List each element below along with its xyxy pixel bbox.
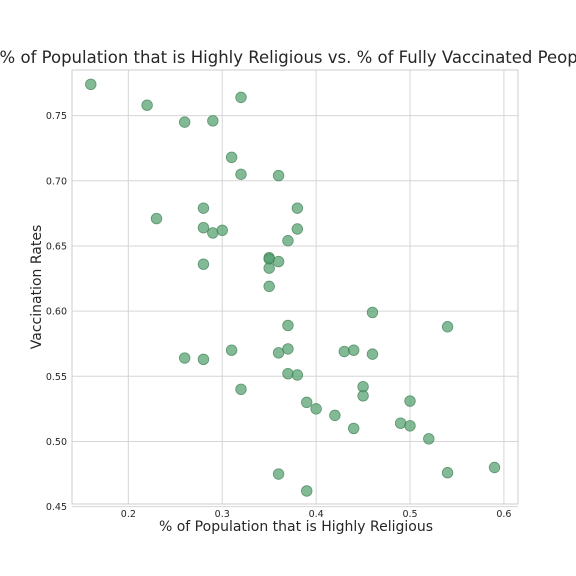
data-point: [347, 422, 360, 435]
data-point: [282, 319, 294, 332]
plot-area: 0.2 0.3 0.4 0.5 0.6 0.45 0.50 0.55 0.60 0.65 0.70 0…: [46, 69, 519, 520]
data-point: [366, 306, 379, 319]
y-tick-label: 0.75: [46, 111, 67, 122]
data-point: [357, 390, 369, 402]
data-point: [263, 280, 275, 293]
plot-background: [72, 70, 518, 504]
data-point: [282, 367, 294, 380]
data-point: [272, 169, 285, 182]
data-point: [178, 352, 191, 364]
data-point: [197, 221, 210, 234]
data-point: [404, 395, 416, 407]
data-point: [263, 262, 275, 274]
data-point: [329, 409, 341, 422]
data-point: [235, 168, 247, 180]
data-point: [301, 485, 313, 497]
data-point: [423, 433, 435, 445]
x-tick-label: 0.3: [215, 509, 230, 520]
data-point: [197, 353, 210, 366]
data-point: [310, 403, 322, 415]
y-tick-label: 0.60: [46, 307, 67, 318]
data-point: [150, 212, 163, 225]
data-point: [207, 227, 219, 239]
y-tick-label: 0.50: [46, 437, 67, 448]
data-point: [291, 223, 304, 235]
data-point: [347, 344, 360, 356]
data-point: [235, 91, 247, 104]
data-point: [272, 468, 285, 480]
chart-title: % of Population that is Highly Religious…: [0, 48, 576, 67]
data-point: [394, 417, 407, 429]
data-point: [291, 202, 304, 214]
y-tick-label: 0.55: [46, 372, 67, 383]
data-point: [225, 151, 238, 164]
plot-frame: [71, 69, 519, 505]
x-axis-label: % of Population that is Highly Religious: [159, 519, 433, 535]
x-tick-label: 0.4: [309, 509, 324, 520]
y-tick-label: 0.65: [46, 241, 67, 252]
data-point: [441, 467, 454, 479]
data-point: [197, 202, 210, 214]
data-point: [197, 258, 210, 270]
y-tick-label: 0.70: [46, 176, 67, 187]
data-point: [282, 235, 294, 247]
y-axis-label: Vaccination Rates: [29, 225, 45, 349]
data-point: [282, 343, 294, 355]
data-point: [225, 344, 238, 356]
data-point: [301, 396, 313, 409]
data-point: [207, 115, 219, 127]
data-point: [441, 321, 454, 333]
data-point: [272, 255, 285, 268]
data-point: [141, 99, 153, 111]
x-tick-label: 0.2: [121, 509, 136, 520]
data-point: [291, 369, 304, 381]
x-tick-label: 0.6: [496, 509, 511, 520]
data-point: [216, 224, 228, 237]
y-tick-label: 0.45: [46, 502, 67, 513]
data-point: [338, 345, 350, 358]
x-tick-label: 0.5: [402, 509, 417, 520]
data-point: [235, 383, 247, 396]
data-point: [366, 348, 379, 360]
data-point: [85, 78, 97, 91]
data-point: [404, 420, 416, 432]
data-point: [488, 461, 501, 474]
data-point: [178, 116, 191, 128]
